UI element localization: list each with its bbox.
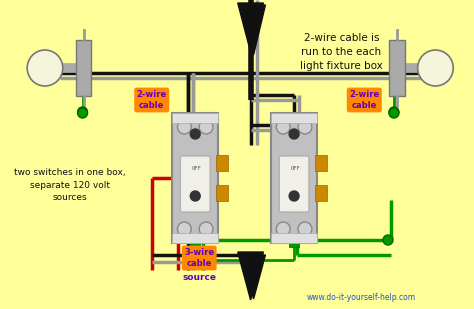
Text: 2-wire
cable: 2-wire cable: [349, 90, 379, 110]
Text: www.do-it-yourself-help.com: www.do-it-yourself-help.com: [307, 294, 416, 303]
Text: OFF: OFF: [290, 166, 300, 171]
Circle shape: [78, 108, 88, 118]
Bar: [271, 113, 317, 243]
Bar: [271, 233, 317, 243]
Circle shape: [177, 222, 191, 236]
Circle shape: [27, 50, 63, 86]
Bar: [389, 40, 405, 96]
Bar: [173, 113, 218, 243]
Circle shape: [289, 129, 299, 139]
Polygon shape: [238, 3, 264, 52]
Circle shape: [298, 120, 312, 134]
Bar: [216, 155, 228, 171]
Circle shape: [199, 222, 213, 236]
Bar: [173, 113, 218, 123]
Polygon shape: [238, 252, 264, 300]
Circle shape: [289, 191, 299, 201]
Text: source: source: [182, 273, 216, 282]
Bar: [190, 239, 200, 247]
Text: OFF: OFF: [191, 166, 201, 171]
Circle shape: [190, 191, 200, 201]
Text: 2-wire cable is
run to the each
light fixture box: 2-wire cable is run to the each light fi…: [300, 33, 383, 71]
Bar: [315, 185, 327, 201]
Circle shape: [389, 107, 399, 117]
Bar: [271, 113, 317, 123]
Circle shape: [298, 222, 312, 236]
Circle shape: [177, 120, 191, 134]
Text: 2-wire
cable: 2-wire cable: [137, 90, 167, 110]
Bar: [289, 239, 299, 247]
Bar: [315, 155, 327, 171]
Bar: [76, 40, 91, 96]
Circle shape: [78, 107, 88, 117]
Circle shape: [389, 108, 399, 118]
Circle shape: [383, 235, 393, 245]
Circle shape: [199, 120, 213, 134]
Bar: [216, 185, 228, 201]
Circle shape: [190, 129, 200, 139]
Text: two switches in one box,
separate 120 volt
sources: two switches in one box, separate 120 vo…: [14, 168, 126, 202]
Circle shape: [418, 50, 453, 86]
FancyBboxPatch shape: [181, 156, 210, 212]
FancyBboxPatch shape: [279, 156, 309, 212]
Bar: [173, 233, 218, 243]
Polygon shape: [242, 5, 265, 55]
Polygon shape: [242, 255, 265, 299]
Text: 3-wire
cable: 3-wire cable: [184, 248, 214, 268]
Circle shape: [276, 222, 290, 236]
Circle shape: [276, 120, 290, 134]
